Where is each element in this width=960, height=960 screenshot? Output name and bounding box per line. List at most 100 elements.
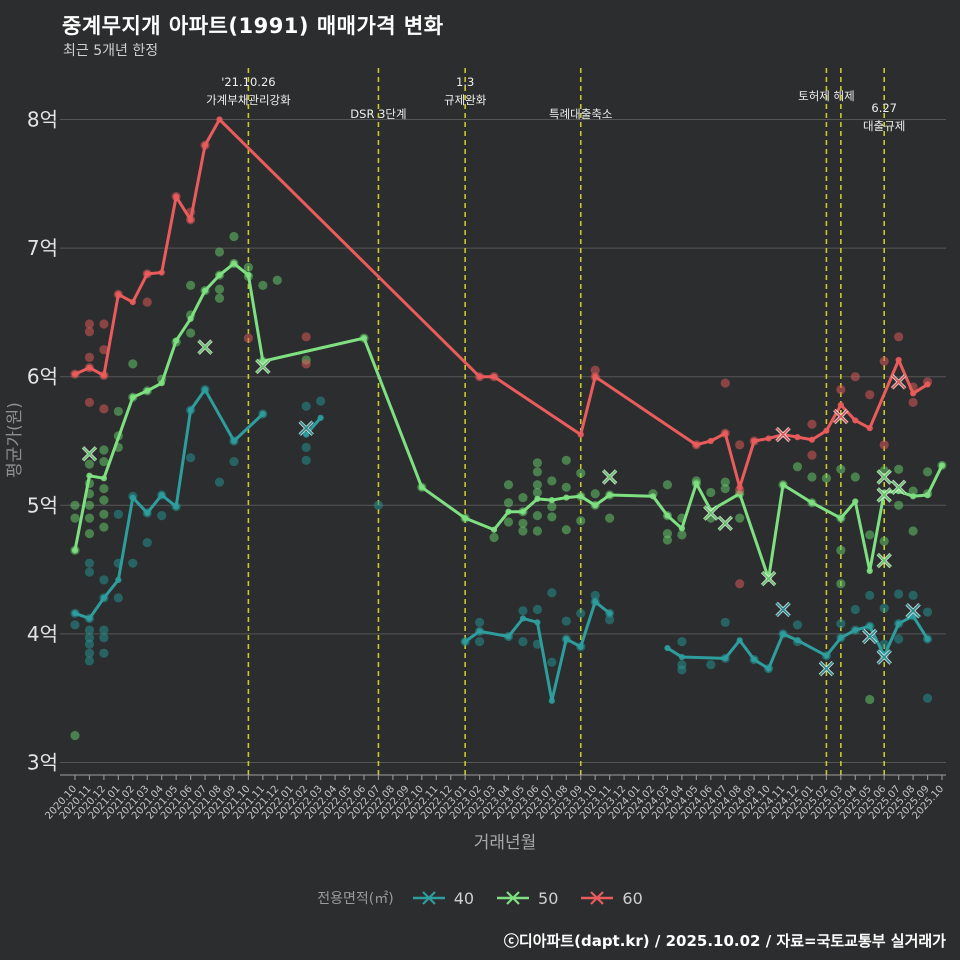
deal-dot <box>561 525 571 535</box>
deal-dot <box>99 404 109 414</box>
deal-dot <box>84 558 95 568</box>
page-title: 중계무지개 아파트(1991) 매매가격 변화 <box>62 14 444 38</box>
legend-item-40[interactable]: 40 <box>412 889 474 908</box>
deal-dot <box>735 513 745 523</box>
deal-dot <box>720 483 730 494</box>
line-vertex-dot <box>794 434 801 441</box>
single-deal-marker <box>891 374 906 389</box>
x-axis: 2020.102020.112020.122021.012021.022021.… <box>43 774 946 822</box>
deal-dot <box>908 486 918 496</box>
legend-item-50[interactable]: 50 <box>496 889 558 908</box>
line-vertex-dot <box>71 547 79 554</box>
deal-dot <box>908 526 918 536</box>
deal-dot <box>70 500 80 510</box>
x-markers-50 <box>81 339 907 587</box>
line-vertex-dot <box>852 417 859 424</box>
deal-dot <box>576 608 586 618</box>
deal-dot <box>99 319 109 329</box>
line-vertex-dot <box>693 480 700 487</box>
line-vertex-dot <box>751 656 758 663</box>
single-deal-marker <box>761 571 776 586</box>
deal-dot <box>908 397 918 408</box>
line-vertex-dot <box>144 270 151 277</box>
source-credit: ⓒ디아파트(dapt.kr) / 2025.10.02 / 자료=국토교통부 실… <box>503 932 946 950</box>
y-axis-title: 평균가(원) <box>5 402 25 478</box>
line-vertex-dot <box>924 491 931 499</box>
legend-marker-x <box>590 891 605 905</box>
deal-dot <box>84 528 95 539</box>
deal-dot <box>532 467 543 477</box>
deal-dot <box>792 620 803 630</box>
line-vertex-dot <box>201 142 209 149</box>
deal-dot <box>70 620 80 630</box>
line-vertex-dot <box>765 665 772 672</box>
deal-dot <box>590 489 600 499</box>
line-vertex-dot <box>173 503 180 510</box>
line-vertex-dot <box>664 512 671 519</box>
legend-item-60[interactable]: 60 <box>580 889 643 908</box>
deal-dot <box>84 327 95 337</box>
deal-dot <box>113 593 123 603</box>
line-vertex-dot <box>837 634 844 641</box>
single-deal-marker <box>891 480 906 495</box>
line-vertex-dot <box>678 525 686 532</box>
event-label: 6.27 <box>871 101 897 115</box>
line-vertex-dot <box>519 508 527 515</box>
deal-dot <box>547 476 557 486</box>
y-tick-label: 8억 <box>27 108 58 132</box>
x-markers-60 <box>775 374 907 443</box>
line-vertex-dot <box>490 373 498 380</box>
deal-dot <box>850 604 860 615</box>
deal-dot <box>518 518 528 528</box>
deal-dot <box>879 639 889 649</box>
line-vertex-dot <box>678 653 686 661</box>
deal-dot <box>836 579 846 589</box>
line-vertex-dot <box>462 638 469 645</box>
deal-dot <box>879 356 889 366</box>
deal-dot <box>807 419 817 429</box>
deal-dot <box>301 455 311 465</box>
deal-dot <box>229 456 239 467</box>
line-vertex-dot <box>476 628 483 635</box>
deal-dot <box>258 280 268 290</box>
line-vertex-dot <box>187 407 194 414</box>
deal-dot <box>879 536 889 546</box>
deal-dot <box>475 637 485 647</box>
single-deal-marker <box>82 446 97 461</box>
deal-dot <box>865 590 875 600</box>
line-vertex-dot <box>577 431 584 438</box>
deal-dot <box>503 498 514 508</box>
deal-dot <box>99 648 109 658</box>
deal-dot <box>214 477 225 487</box>
line-vertex-dot <box>722 655 729 662</box>
deal-dot <box>301 401 311 411</box>
deal-dot <box>894 500 904 510</box>
line-vertex-dot <box>303 431 310 438</box>
deal-dot <box>157 510 167 521</box>
deal-dot <box>720 378 730 388</box>
line-vertex-dot <box>736 637 743 644</box>
deal-dot <box>84 656 95 666</box>
deal-dot <box>84 459 95 469</box>
series-line-60 <box>71 116 931 491</box>
deal-dot <box>894 332 904 342</box>
deal-dot <box>503 480 514 490</box>
deal-dot <box>518 526 528 536</box>
line-vertex-dot <box>664 644 671 652</box>
deal-dot <box>922 693 933 703</box>
single-deal-marker <box>877 649 892 665</box>
line-vertex-dot <box>534 495 541 502</box>
deal-dot <box>84 567 95 577</box>
line-vertex-dot <box>201 386 209 393</box>
deal-dot <box>272 275 282 285</box>
deal-dot <box>99 483 109 494</box>
line-vertex-dot <box>230 260 238 267</box>
deal-dot <box>561 482 571 492</box>
deal-dot <box>301 332 311 342</box>
deal-dot <box>243 333 253 343</box>
line-vertex-dot <box>779 630 787 638</box>
line-vertex-dot <box>548 697 555 704</box>
line-vertex-dot <box>144 387 151 394</box>
deal-dot <box>561 616 571 626</box>
line-vertex-dot <box>751 437 758 445</box>
